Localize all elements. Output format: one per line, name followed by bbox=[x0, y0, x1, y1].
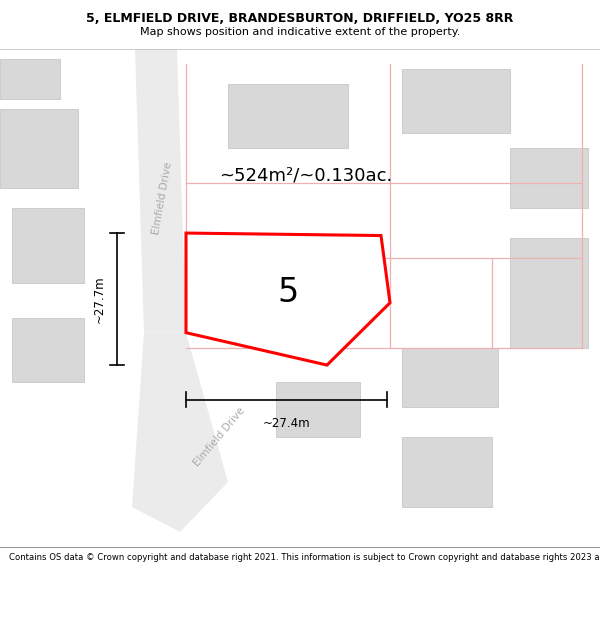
Text: Elmfield Drive: Elmfield Drive bbox=[151, 161, 173, 235]
Text: Contains OS data © Crown copyright and database right 2021. This information is : Contains OS data © Crown copyright and d… bbox=[9, 553, 600, 562]
Text: ~27.7m: ~27.7m bbox=[93, 275, 106, 323]
Polygon shape bbox=[0, 59, 60, 99]
Polygon shape bbox=[12, 318, 84, 382]
Text: 5, ELMFIELD DRIVE, BRANDESBURTON, DRIFFIELD, YO25 8RR: 5, ELMFIELD DRIVE, BRANDESBURTON, DRIFFI… bbox=[86, 12, 514, 25]
Polygon shape bbox=[135, 49, 186, 332]
Text: Map shows position and indicative extent of the property.: Map shows position and indicative extent… bbox=[140, 26, 460, 36]
Polygon shape bbox=[0, 109, 78, 188]
Polygon shape bbox=[510, 148, 588, 208]
Polygon shape bbox=[402, 438, 492, 507]
Polygon shape bbox=[510, 238, 588, 348]
Text: ~524m²/~0.130ac.: ~524m²/~0.130ac. bbox=[219, 167, 392, 185]
Text: 5: 5 bbox=[277, 276, 299, 309]
Text: ~27.4m: ~27.4m bbox=[263, 418, 310, 431]
Polygon shape bbox=[12, 208, 84, 283]
Text: Elmfield Drive: Elmfield Drive bbox=[191, 406, 247, 469]
Polygon shape bbox=[402, 69, 510, 133]
Polygon shape bbox=[132, 332, 228, 532]
Polygon shape bbox=[276, 382, 360, 438]
Polygon shape bbox=[402, 348, 498, 408]
Polygon shape bbox=[258, 253, 354, 318]
Polygon shape bbox=[186, 233, 390, 365]
Polygon shape bbox=[228, 84, 348, 148]
